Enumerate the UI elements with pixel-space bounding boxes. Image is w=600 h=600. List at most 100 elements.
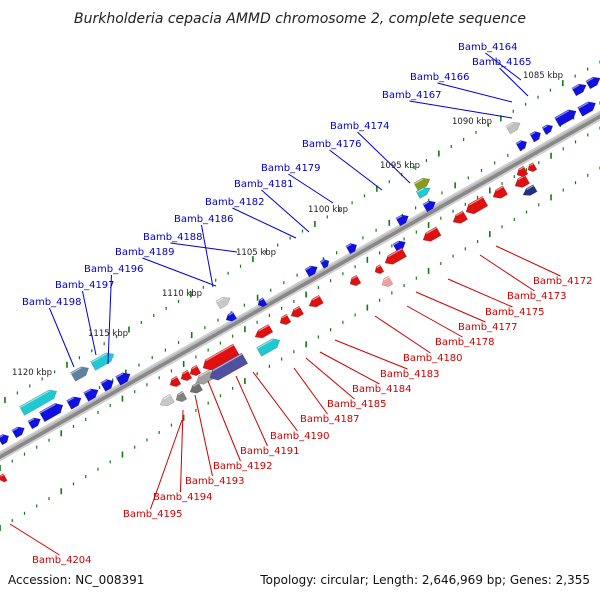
gene-reverse bbox=[465, 196, 489, 215]
gene-label[interactable]: Bamb_4185 bbox=[327, 399, 387, 410]
chromosome-backbone bbox=[0, 110, 600, 462]
leader-line bbox=[107, 274, 112, 365]
kbp-label: 1095 kbp bbox=[380, 161, 420, 171]
gene-label[interactable]: Bamb_4179 bbox=[261, 163, 321, 174]
leader-line bbox=[81, 290, 97, 356]
topology-text: Topology: circular; Length: 2,646,969 bp… bbox=[260, 573, 590, 587]
gene-forward bbox=[413, 177, 431, 192]
gene-label[interactable]: Bamb_4190 bbox=[270, 431, 330, 442]
gene-reverse bbox=[189, 364, 202, 376]
gene-label[interactable]: Bamb_4174 bbox=[330, 121, 390, 132]
gene-forward bbox=[392, 240, 406, 253]
kbp-label: 1115 kbp bbox=[88, 329, 128, 339]
gene-forward bbox=[577, 101, 596, 117]
gene-reverse bbox=[516, 165, 529, 177]
gene-label[interactable]: Bamb_4165 bbox=[472, 57, 532, 68]
gene-forward bbox=[345, 243, 358, 255]
gene-reverse bbox=[254, 323, 274, 339]
kbp-label: 1085 kbp bbox=[523, 71, 563, 81]
gene-forward bbox=[415, 187, 431, 199]
gene-forward bbox=[515, 140, 528, 152]
leader-line bbox=[319, 351, 380, 385]
gene-label[interactable]: Bamb_4198 bbox=[22, 297, 82, 308]
leader-line bbox=[48, 307, 75, 368]
gene-forward bbox=[115, 372, 131, 386]
leader-line bbox=[149, 419, 183, 510]
leader-line bbox=[194, 394, 213, 477]
gene-forward bbox=[100, 379, 114, 392]
gene-reverse bbox=[0, 473, 8, 483]
gene-label[interactable]: Bamb_4193 bbox=[185, 476, 245, 487]
gene-label[interactable]: Bamb_4197 bbox=[55, 280, 115, 291]
kbp-label: 1105 kbp bbox=[236, 248, 276, 258]
leader-line bbox=[170, 242, 238, 253]
gene-reverse bbox=[522, 184, 538, 196]
gene-reverse bbox=[290, 305, 304, 318]
leader-line bbox=[293, 367, 328, 415]
leader-line bbox=[305, 357, 355, 400]
gene-label[interactable]: Bamb_4178 bbox=[435, 337, 495, 348]
gene-forward bbox=[505, 121, 521, 135]
gene-label[interactable]: Bamb_4175 bbox=[485, 307, 545, 318]
gene-reverse bbox=[349, 274, 362, 286]
gene-label[interactable]: Bamb_4166 bbox=[410, 72, 470, 83]
gene-label[interactable]: Bamb_4186 bbox=[174, 214, 234, 225]
gene-label[interactable]: Bamb_4194 bbox=[153, 492, 213, 503]
gene-forward bbox=[571, 83, 587, 97]
gene-label[interactable]: Bamb_4183 bbox=[380, 369, 440, 380]
gene-label[interactable]: Bamb_4181 bbox=[234, 179, 294, 190]
gene-label[interactable]: Bamb_4189 bbox=[115, 247, 175, 258]
kbp-label: 1110 kbp bbox=[162, 289, 202, 299]
gene-label[interactable]: Bamb_4196 bbox=[84, 264, 144, 275]
gene-label[interactable]: Bamb_4187 bbox=[300, 414, 360, 425]
leader-line bbox=[485, 52, 522, 81]
gene-label[interactable]: Bamb_4182 bbox=[205, 197, 265, 208]
gene-forward bbox=[585, 76, 600, 90]
gene-reverse bbox=[308, 294, 324, 308]
gene-label[interactable]: Bamb_4172 bbox=[533, 276, 593, 287]
gene-label[interactable]: Bamb_4176 bbox=[302, 139, 362, 150]
leader-line bbox=[179, 409, 184, 493]
gene-reverse bbox=[514, 174, 530, 188]
gene-label[interactable]: Bamb_4173 bbox=[507, 291, 567, 302]
gene-forward bbox=[304, 265, 318, 278]
leader-line bbox=[357, 131, 411, 184]
gene-forward bbox=[319, 259, 330, 269]
gene-forward bbox=[257, 297, 268, 307]
leader-line bbox=[232, 207, 297, 239]
leader-line bbox=[479, 254, 535, 292]
leader-line bbox=[415, 291, 486, 323]
gene-label[interactable]: Bamb_4177 bbox=[458, 322, 518, 333]
gene-forward bbox=[395, 214, 409, 227]
gene-label[interactable]: Bamb_4192 bbox=[213, 461, 273, 472]
gene-forward bbox=[554, 109, 577, 127]
gene-label[interactable]: Bamb_4188 bbox=[143, 232, 203, 243]
leader-line bbox=[288, 173, 334, 204]
gene-forward bbox=[11, 426, 25, 439]
map-title: Burkholderia cepacia AMMD chromosome 2, … bbox=[74, 11, 526, 27]
leader-line bbox=[200, 224, 214, 288]
gene-forward bbox=[422, 200, 436, 213]
gene-forward bbox=[19, 389, 58, 416]
leader-line bbox=[142, 257, 217, 287]
gene-forward bbox=[0, 434, 10, 446]
gene-label[interactable]: Bamb_4164 bbox=[458, 42, 518, 53]
gene-label[interactable]: Bamb_4167 bbox=[382, 90, 442, 101]
gene-forward bbox=[215, 296, 231, 310]
leader-line bbox=[261, 189, 310, 233]
leader-line bbox=[437, 82, 513, 103]
gene-reverse bbox=[527, 162, 538, 172]
kbp-label: 1100 kbp bbox=[308, 205, 348, 215]
leader-line bbox=[499, 67, 529, 97]
leader-line bbox=[9, 523, 60, 556]
gene-features bbox=[0, 76, 600, 483]
leader-line bbox=[252, 371, 298, 432]
accession-text: Accession: NC_008391 bbox=[8, 573, 145, 587]
gene-label[interactable]: Bamb_4195 bbox=[123, 509, 183, 520]
gene-label[interactable]: Bamb_4191 bbox=[240, 446, 300, 457]
gene-label[interactable]: Bamb_4184 bbox=[352, 384, 412, 395]
gene-label[interactable]: Bamb_4180 bbox=[403, 353, 463, 364]
gene-label[interactable]: Bamb_4204 bbox=[32, 555, 92, 566]
